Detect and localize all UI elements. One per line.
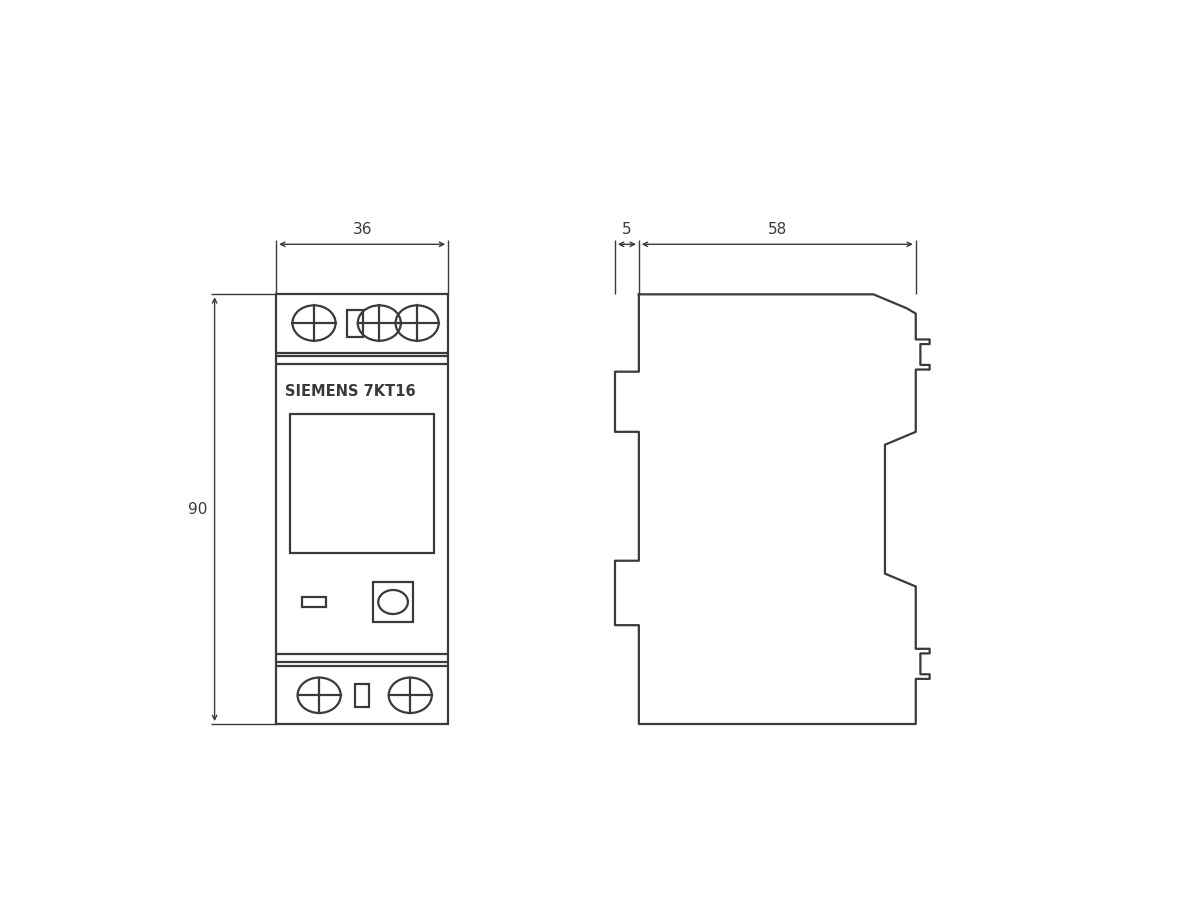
Text: 36: 36	[353, 221, 372, 237]
Text: SIEMENS 7KT16: SIEMENS 7KT16	[286, 383, 416, 399]
Bar	[373, 582, 413, 622]
Bar	[290, 414, 434, 553]
Text: 58: 58	[768, 221, 787, 237]
Text: 5: 5	[622, 221, 631, 237]
Bar	[355, 684, 370, 706]
Bar	[347, 310, 362, 337]
Bar	[302, 597, 325, 608]
Bar	[276, 294, 448, 724]
Text: 90: 90	[187, 501, 206, 517]
